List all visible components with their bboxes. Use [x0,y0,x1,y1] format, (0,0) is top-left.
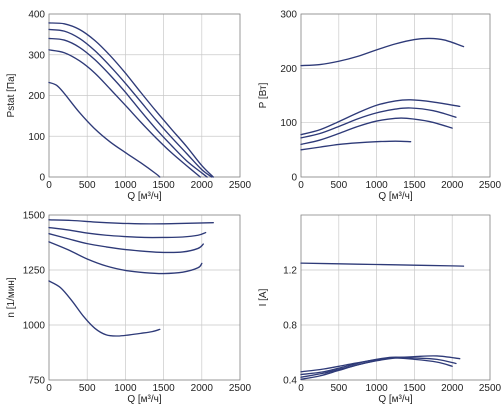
grid [48,214,241,381]
x-tick-label: 2000 [191,180,214,191]
series-line-4 [48,241,203,275]
series-line-5 [300,140,412,151]
x-tick-label: 1500 [403,180,426,191]
series-line-3 [48,233,205,254]
grid [48,13,241,178]
grid [300,13,491,178]
y-tick-label: 300 [280,10,297,21]
x-tick-label: 500 [330,180,347,191]
plot-frame [300,214,491,381]
series-line-2 [48,28,213,178]
y-tick-label: 1000 [23,321,46,332]
y-tick-label: 100 [28,132,45,143]
y-tick-label: 300 [28,50,45,61]
y-axis-label: I [A] [258,288,269,306]
pressure-chart: 0 500 1000 1500 2000 2500 0 100 200 300 400 Q [м³/ч… [6,10,252,203]
x-tick-label: 1500 [403,383,426,394]
series-line-3 [300,356,457,376]
series-group [300,262,465,380]
y-axis-label: P [Вт] [258,82,269,108]
y-tick-label: 1250 [23,266,46,277]
x-axis-label: Q [м³/ч] [127,191,162,202]
plot-frame [300,13,491,178]
series-group [48,219,214,337]
y-tick-label: 1.2 [283,266,297,277]
series-group [48,22,214,178]
series-line-2 [48,226,207,239]
y-axis-label: n [1/мин] [6,277,17,317]
x-axis-label: Q [м³/ч] [378,394,413,405]
power-chart: 0 500 1000 1500 2000 2500 0 100 200 300 Q [м³/ч] P … [258,10,502,203]
series-line-1 [48,219,214,225]
x-tick-label: 1500 [152,383,175,394]
x-tick-label: 0 [298,180,304,191]
x-tick-label: 2000 [191,383,214,394]
series-line-1 [300,262,465,267]
y-tick-label: 400 [28,10,45,21]
y-tick-label: 100 [280,118,297,129]
y-tick-label: 1500 [23,211,46,222]
x-tick-label: 2500 [229,180,252,191]
series-line-1 [48,22,214,178]
x-tick-label: 1000 [365,383,388,394]
x-tick-label: 1500 [152,180,175,191]
series-line-3 [300,107,457,139]
x-tick-label: 0 [298,383,304,394]
series-line-5 [300,356,412,380]
y-axis-label: Pstat [Па] [6,73,17,117]
y-tick-label: 0 [39,173,45,184]
series-line-1 [300,37,465,67]
y-tick-label: 0.8 [283,321,297,332]
x-tick-label: 1000 [114,180,137,191]
x-tick-label: 500 [79,180,96,191]
y-tick-label: 200 [28,91,45,102]
current-chart: 0 500 1000 1500 2000 2500 0.4 0.8 1.2 Q [м³/ч] I [… [258,214,502,405]
y-tick-label: 0 [291,173,297,184]
x-tick-label: 1000 [365,180,388,191]
x-tick-label: 0 [46,180,52,191]
x-tick-label: 500 [79,383,96,394]
x-axis-label: Q [м³/ч] [378,191,413,202]
series-line-4 [300,117,453,146]
plot-frame [48,13,241,178]
plot-frame [48,214,241,381]
x-tick-label: 2000 [441,383,464,394]
series-line-2 [300,99,461,136]
series-line-5 [48,81,161,178]
series-line-3 [48,37,208,178]
x-tick-label: 500 [330,383,347,394]
grid [300,215,491,381]
x-tick-label: 2500 [229,383,252,394]
x-tick-label: 0 [46,383,52,394]
x-tick-label: 2500 [479,383,502,394]
x-axis-label: Q [м³/ч] [127,394,162,405]
series-line-5 [48,280,161,337]
x-tick-label: 2000 [441,180,464,191]
x-tick-label: 1000 [114,383,137,394]
y-tick-label: 0.4 [283,376,297,387]
series-group [300,37,465,151]
y-tick-label: 200 [280,64,297,75]
series-line-4 [48,49,201,178]
y-tick-label: 750 [28,376,45,387]
x-tick-label: 2500 [479,180,502,191]
